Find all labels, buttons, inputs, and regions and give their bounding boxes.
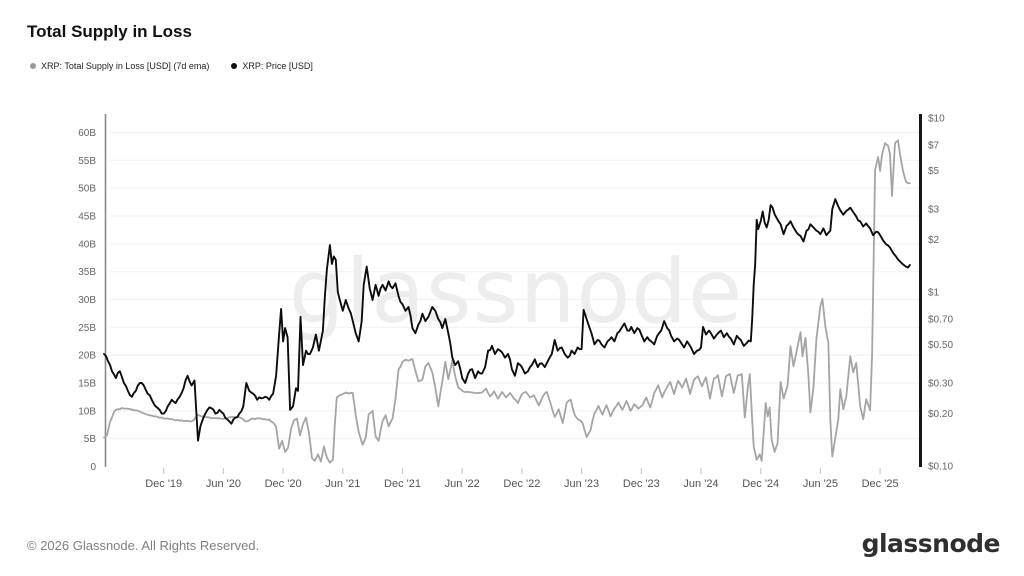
x-tick-label: Jun '23	[564, 478, 599, 490]
x-tick-label: Jun '22	[445, 478, 480, 490]
x-tick-label: Dec '22	[503, 478, 540, 490]
left-axis-tick-label: 20B	[78, 351, 96, 362]
glassnode-logo: glassnode	[861, 529, 1001, 558]
legend-item-price[interactable]: XRP: Price [USD]	[231, 61, 313, 71]
right-axis-tick-label: $3	[928, 204, 940, 215]
legend-item-supply-in-loss[interactable]: XRP: Total Supply in Loss [USD] (7d ema)	[30, 61, 209, 71]
price-series-line	[103, 198, 911, 442]
x-tick-label: Jun '21	[325, 478, 360, 490]
x-tick-label: Jun '24	[683, 478, 718, 490]
copyright-text: © 2026 Glassnode. All Rights Reserved.	[27, 538, 260, 553]
right-axis-tick-label: $10	[928, 114, 945, 125]
right-axis-tick-label: $5	[928, 166, 940, 177]
glassnode-watermark: glassnode	[289, 240, 744, 343]
legend-label-price: XRP: Price [USD]	[242, 61, 313, 71]
left-axis-tick-label: 40B	[78, 239, 96, 250]
left-axis-tick-label: 50B	[78, 184, 96, 195]
x-tick-label: Dec '24	[742, 478, 779, 490]
right-axis-tick-label: $2	[928, 235, 940, 246]
left-axis-tick-label: 60B	[78, 128, 96, 139]
right-axis-tick-label: $0.70	[928, 314, 953, 325]
left-axis-tick-label: 55B	[78, 156, 96, 167]
left-axis-tick-label: 35B	[78, 267, 96, 278]
left-axis-tick-label: 5B	[84, 434, 97, 445]
supply-series-dot-icon	[30, 63, 36, 69]
right-axis-tick-label: $1	[928, 288, 940, 299]
right-axis-tick-label: $7	[928, 140, 940, 151]
right-axis-tick-label: $0.30	[928, 378, 953, 389]
right-axis-tick-label: $0.10	[928, 462, 953, 473]
legend-label-supply-in-loss: XRP: Total Supply in Loss [USD] (7d ema)	[41, 61, 210, 71]
right-axis-tick-label: $0.50	[928, 340, 953, 351]
x-tick-label: Dec '20	[265, 478, 302, 490]
left-axis-tick-label: 30B	[78, 295, 96, 306]
price-series-dot-icon	[231, 63, 238, 69]
x-tick-label: Jun '20	[206, 478, 241, 490]
x-tick-label: Dec '23	[623, 478, 660, 490]
x-tick-label: Dec '21	[384, 478, 421, 490]
page-title: Total Supply in Loss	[27, 22, 192, 41]
x-tick-label: Jun '25	[803, 478, 838, 490]
left-axis-tick-label: 45B	[78, 211, 96, 222]
left-axis-tick-label: 10B	[78, 406, 96, 417]
x-tick-label: Dec '25	[862, 478, 899, 490]
left-axis-tick-label: 15B	[78, 378, 96, 389]
left-axis-tick-label: 0	[90, 462, 96, 473]
chart-legend: XRP: Total Supply in Loss [USD] (7d ema)…	[30, 61, 313, 71]
x-tick-label: Dec '19	[145, 478, 182, 490]
left-axis-tick-label: 25B	[78, 323, 96, 334]
right-axis-tick-label: $0.20	[928, 409, 953, 420]
